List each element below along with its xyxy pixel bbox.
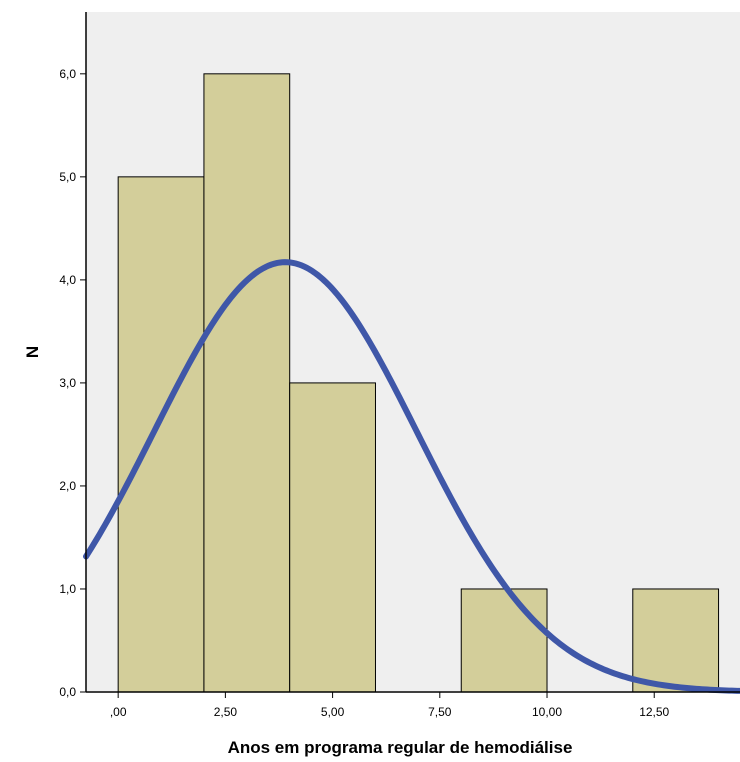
x-axis-ticks: ,00 2,50 5,00 7,50 10,00 12,50 [110,692,670,719]
y-axis-title: N [23,346,42,358]
histogram-bar [632,588,720,693]
x-tick-label: 7,50 [428,705,452,719]
y-tick-label: 1,0 [59,582,76,596]
x-tick-label: 5,00 [321,705,345,719]
y-tick-label: 2,0 [59,479,76,493]
y-tick-label: 5,0 [59,170,76,184]
x-axis-title: Anos em programa regular de hemodiálise [228,738,573,757]
y-tick-label: 0,0 [59,685,76,699]
x-tick-label: ,00 [110,705,127,719]
y-tick-label: 6,0 [59,67,76,81]
histogram-bar [289,382,376,693]
y-tick-label: 4,0 [59,273,76,287]
histogram-bar [203,73,291,693]
x-tick-label: 10,00 [532,705,562,719]
x-tick-label: 2,50 [214,705,238,719]
histogram-bar [460,588,548,693]
histogram-bars [117,73,720,693]
normal-curve [83,259,740,694]
histogram-bar [117,176,205,693]
y-axis-ticks: 0,0 1,0 2,0 3,0 4,0 5,0 6,0 [59,67,86,699]
x-tick-label: 12,50 [639,705,669,719]
y-tick-label: 3,0 [59,376,76,390]
